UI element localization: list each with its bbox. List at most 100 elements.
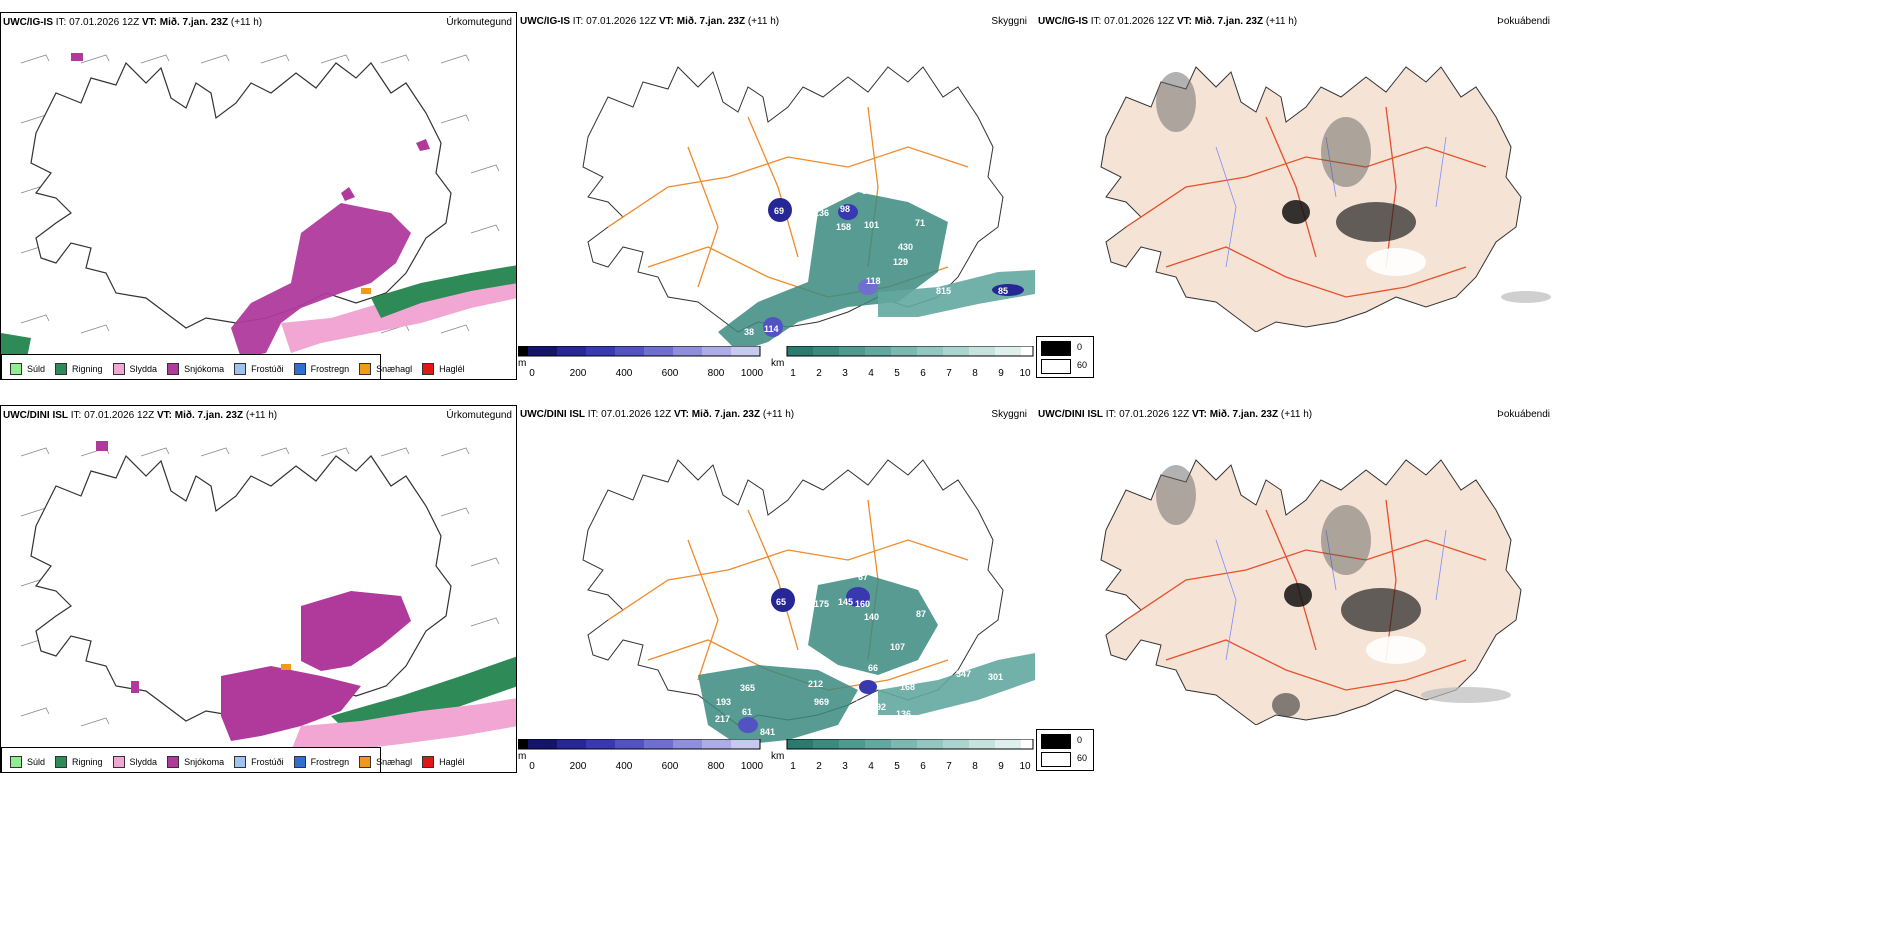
model-name: UWC/DINI ISL [520, 409, 585, 420]
lead-time: (+11 h) [762, 409, 795, 420]
freezing-rain-swatch [293, 756, 306, 768]
fog-patch [1501, 291, 1551, 303]
tick-label: 7 [946, 368, 952, 379]
vis-label: 347 [956, 669, 971, 679]
precip-legend-row2: Súld Rigning Slydda Snjókoma Frostúði Fr… [1, 747, 465, 772]
vt-label: VT: [1191, 409, 1207, 420]
colorbar-m: m 0 200 400 600 800 1000 [518, 739, 766, 773]
tick-label: 5 [894, 761, 900, 772]
fog-patch [1272, 693, 1300, 717]
tick-label: 3 [842, 368, 848, 379]
tick-label: 1 [790, 368, 796, 379]
tick-label: 3 [842, 761, 848, 772]
graupel-spot [361, 288, 371, 294]
fog-patch [1284, 583, 1312, 607]
fog-map-row2 [1100, 459, 1522, 725]
tick-label: 7 [946, 761, 952, 772]
rain-swatch [55, 756, 68, 768]
drizzle-swatch [10, 363, 22, 375]
tick-label: 8 [972, 368, 978, 379]
vis-label: 841 [760, 727, 775, 737]
low-vis-cell [763, 317, 783, 337]
it-label: IT: [70, 410, 82, 421]
fog-map-row1 [1100, 66, 1551, 332]
panel-title: Skyggni [991, 409, 1027, 420]
vis-label: 101 [864, 220, 879, 230]
tick-label: 8 [972, 761, 978, 772]
legend-label: Snæhagl [376, 757, 413, 767]
fog-black-swatch [1041, 341, 1071, 356]
vis-label: 114 [764, 324, 779, 334]
tick-label: 9 [998, 368, 1004, 379]
tick-label: 800 [707, 761, 725, 772]
legend-label: Rigning [72, 364, 103, 374]
colorbar-units: km [771, 751, 785, 762]
precip-legend-row1: Súld Rigning Slydda Snjókoma Frostúði Fr… [1, 354, 465, 379]
vis-label: 236 [814, 208, 829, 218]
panel-header: UWC/IG-IS IT: 07.01.2026 12Z VT: Mið. 7.… [3, 17, 262, 28]
colorbar-m: m 0 200 400 600 800 1000 [518, 346, 766, 380]
vis-label: 38 [744, 327, 754, 337]
tick-label: 400 [615, 761, 633, 772]
vis-label: 140 [864, 612, 879, 622]
fog-legend-label: 0 [1077, 342, 1083, 352]
teal-visibility [718, 192, 948, 352]
tick-label: 600 [661, 368, 679, 379]
vis-label: 71 [915, 218, 925, 228]
freezing-rain-swatch [293, 363, 306, 375]
tick-label: 400 [615, 368, 633, 379]
panel-title: Úrkomutegund [446, 410, 512, 421]
rain-band [331, 656, 516, 736]
fog-panel-row1: UWC/IG-IS IT: 07.01.2026 12Z VT: Mið. 7.… [1036, 12, 1554, 332]
hail-swatch [422, 363, 435, 375]
fog-white-swatch [1041, 359, 1071, 374]
tick-label: 200 [569, 368, 587, 379]
panel-title: Þokuábendi [1497, 16, 1550, 27]
snow-area-south [221, 666, 361, 741]
legend-label: Haglél [439, 757, 465, 767]
it-value: 07.01.2026 12Z [601, 409, 672, 420]
fog-legend-label: 60 [1077, 753, 1088, 763]
vis-label: 969 [814, 697, 829, 707]
panel-header: UWC/DINI ISL IT: 07.01.2026 12Z VT: Mið.… [520, 409, 794, 420]
lead-time: (+11 h) [245, 410, 278, 421]
fog-legend-row2: 0 60 [1036, 729, 1094, 771]
low-vis-cell [859, 680, 877, 694]
vis-label: 168 [900, 682, 915, 692]
vt-label: VT: [156, 410, 172, 421]
lead-time: (+11 h) [1280, 409, 1313, 420]
precip-map-row2 [20, 441, 516, 751]
legend-label: Súld [27, 757, 46, 767]
low-vis-cell [768, 198, 792, 222]
vis-label: 61 [742, 707, 752, 717]
legend-label: Snjókoma [184, 757, 225, 767]
tick-label: 9 [998, 761, 1004, 772]
vis-label: 815 [936, 286, 951, 296]
vt-label: VT: [658, 16, 674, 27]
low-vis-cell [738, 717, 758, 733]
panel-title: Skyggni [991, 16, 1027, 27]
colorbar-units: m [518, 358, 527, 369]
it-label: IT: [572, 16, 584, 27]
fog-legend-label: 0 [1077, 735, 1083, 745]
vis-label: 136 [896, 709, 911, 719]
drizzle-swatch [10, 756, 22, 768]
fog-patch [1282, 200, 1310, 224]
vis-label: 107 [890, 642, 905, 652]
vis-label: 212 [808, 679, 823, 689]
it-value: 07.01.2026 12Z [69, 17, 140, 28]
vt-value: Mið. 7.jan. 23Z [159, 17, 229, 28]
teal-visibility [808, 575, 938, 675]
vis-label: 365 [740, 683, 755, 693]
fog-patch [1341, 588, 1421, 632]
panel-header: UWC/DINI ISL IT: 07.01.2026 12Z VT: Mið.… [3, 410, 277, 421]
lead-time: (+11 h) [747, 16, 780, 27]
vis-label: 145 [838, 597, 853, 607]
model-name: UWC/IG-IS [1038, 16, 1088, 27]
it-value: 07.01.2026 12Z [1119, 409, 1190, 420]
rain-area [371, 265, 516, 318]
low-vis-cell [858, 279, 878, 295]
teal-band [878, 653, 1035, 715]
tick-label: 0 [529, 368, 535, 379]
fog-legend-row1: 0 60 [1036, 336, 1094, 378]
